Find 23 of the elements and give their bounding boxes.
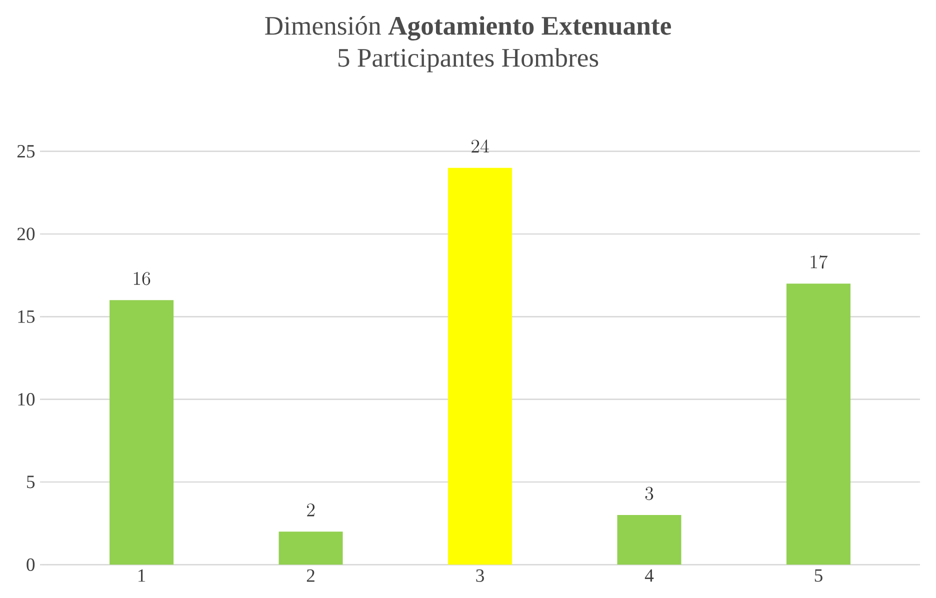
y-tick-label: 10 (18, 393, 35, 406)
data-label: 3 (645, 486, 654, 500)
data-label: 24 (472, 140, 489, 152)
bar (786, 284, 850, 565)
y-tick-label: 20 (17, 228, 35, 240)
x-tick-label: 1 (138, 569, 146, 582)
bar (278, 532, 343, 565)
data-label: 17 (810, 255, 828, 269)
y-tick-label: 15 (18, 310, 35, 323)
y-tick-label: 25 (17, 145, 35, 158)
bar (110, 300, 174, 565)
data-label: 16 (134, 272, 150, 286)
x-tick-label: 2 (306, 569, 314, 582)
y-tick-label: 5 (27, 476, 35, 488)
x-tick-label: 3 (476, 569, 484, 582)
y-tick-label: 0 (26, 558, 35, 571)
x-tick-label: 5 (814, 569, 822, 582)
chart-title: Dimensión Agotamiento Extenuante (265, 16, 671, 40)
x-tick-label: 4 (644, 569, 654, 582)
data-label: 2 (307, 503, 315, 516)
bar (448, 168, 512, 565)
bar (617, 515, 682, 565)
chart-subtitle: 5 Participantes Hombres (338, 48, 598, 72)
